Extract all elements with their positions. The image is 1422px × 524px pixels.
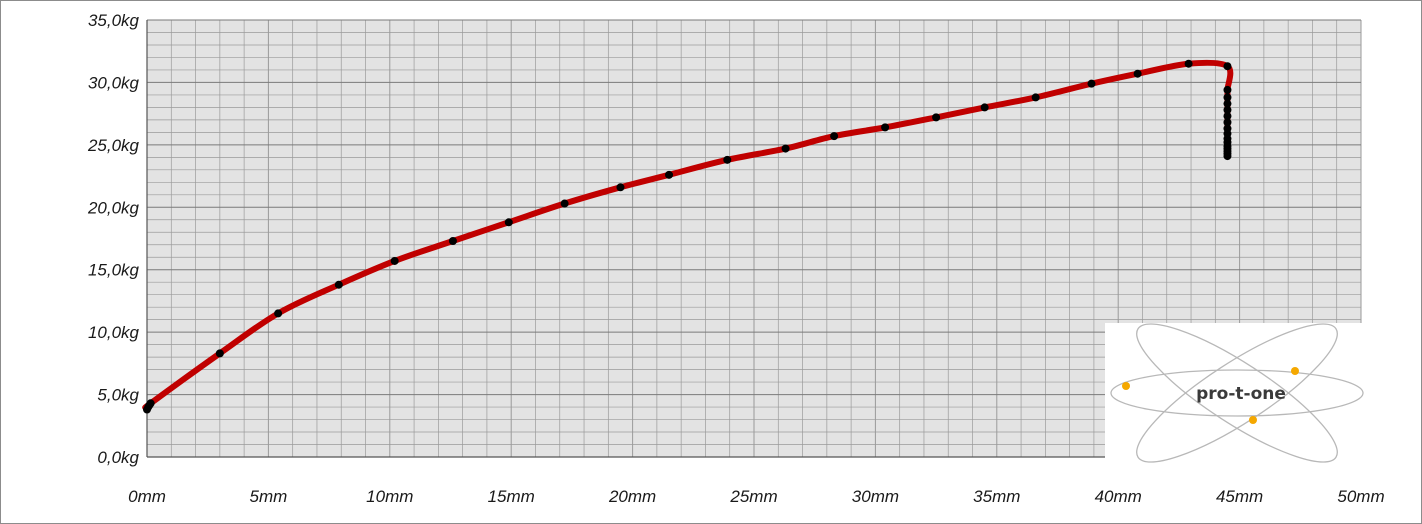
data-point — [390, 256, 399, 265]
data-point — [215, 349, 224, 358]
x-tick-label: 20mm — [608, 487, 656, 506]
data-point — [665, 170, 674, 179]
data-point — [448, 236, 457, 245]
data-point — [560, 199, 569, 208]
data-point — [504, 218, 513, 227]
data-point — [1223, 62, 1232, 71]
data-point — [1223, 85, 1232, 94]
x-tick-label: 5mm — [250, 487, 288, 506]
y-tick-label: 25,0kg — [87, 136, 140, 155]
grid — [146, 19, 1362, 458]
data-point — [723, 155, 732, 164]
data-point — [781, 144, 790, 153]
data-point — [932, 113, 941, 122]
data-point — [1223, 112, 1232, 121]
data-point — [146, 399, 155, 408]
x-tick-label: 40mm — [1095, 487, 1142, 506]
data-point — [881, 123, 890, 132]
logo-text: pro-t-one — [1196, 384, 1286, 404]
y-tick-label: 30,0kg — [88, 73, 140, 92]
y-tick-labels: 0,0kg 5,0kg 10,0kg 15,0kg 20,0kg 25,0kg 30,0kg… — [87, 11, 140, 467]
y-tick-label: 5,0kg — [97, 386, 139, 405]
y-tick-label: 10,0kg — [88, 323, 140, 342]
x-tick-label: 15mm — [488, 487, 535, 506]
y-tick-label: 35,0kg — [88, 11, 140, 30]
data-point — [274, 309, 283, 318]
logo-electron-left — [1122, 382, 1130, 390]
x-tick-label: 0mm — [128, 487, 166, 506]
data-point — [334, 280, 343, 289]
data-point — [980, 103, 989, 112]
x-tick-label: 30mm — [852, 487, 899, 506]
x-tick-labels: 0mm 5mm 10mm 15mm 20mm 25mm 30mm 35mm 40mm 45mm 50… — [128, 487, 1385, 506]
logo-orbit-horizontal — [1110, 369, 1364, 417]
data-point — [1133, 69, 1142, 78]
logo-orbit-rising — [1136, 323, 1338, 463]
x-tick-label: 50mm — [1337, 487, 1384, 506]
logo-electron-right — [1291, 367, 1299, 375]
x-tick-label: 10mm — [366, 487, 413, 506]
x-tick-label: 45mm — [1216, 487, 1263, 506]
brand-logo: pro-t-one — [1105, 323, 1421, 473]
logo-electron-bottom — [1249, 416, 1257, 424]
data-point — [1223, 99, 1232, 108]
x-tick-label: 25mm — [729, 487, 777, 506]
data-point — [1223, 105, 1232, 114]
data-point — [830, 132, 839, 141]
data-point — [1184, 59, 1193, 68]
data-point — [616, 183, 625, 192]
logo-background — [1105, 323, 1421, 473]
data-point — [1087, 79, 1096, 88]
y-tick-label: 15,0kg — [88, 261, 140, 280]
data-point — [1223, 93, 1232, 102]
data-point — [1223, 118, 1232, 127]
y-tick-label: 0,0kg — [97, 448, 139, 467]
x-tick-label: 35mm — [973, 487, 1020, 506]
y-tick-label: 20,0kg — [87, 198, 140, 217]
data-point — [1031, 93, 1040, 102]
data-point — [1223, 152, 1232, 161]
series-markers — [143, 59, 1232, 414]
